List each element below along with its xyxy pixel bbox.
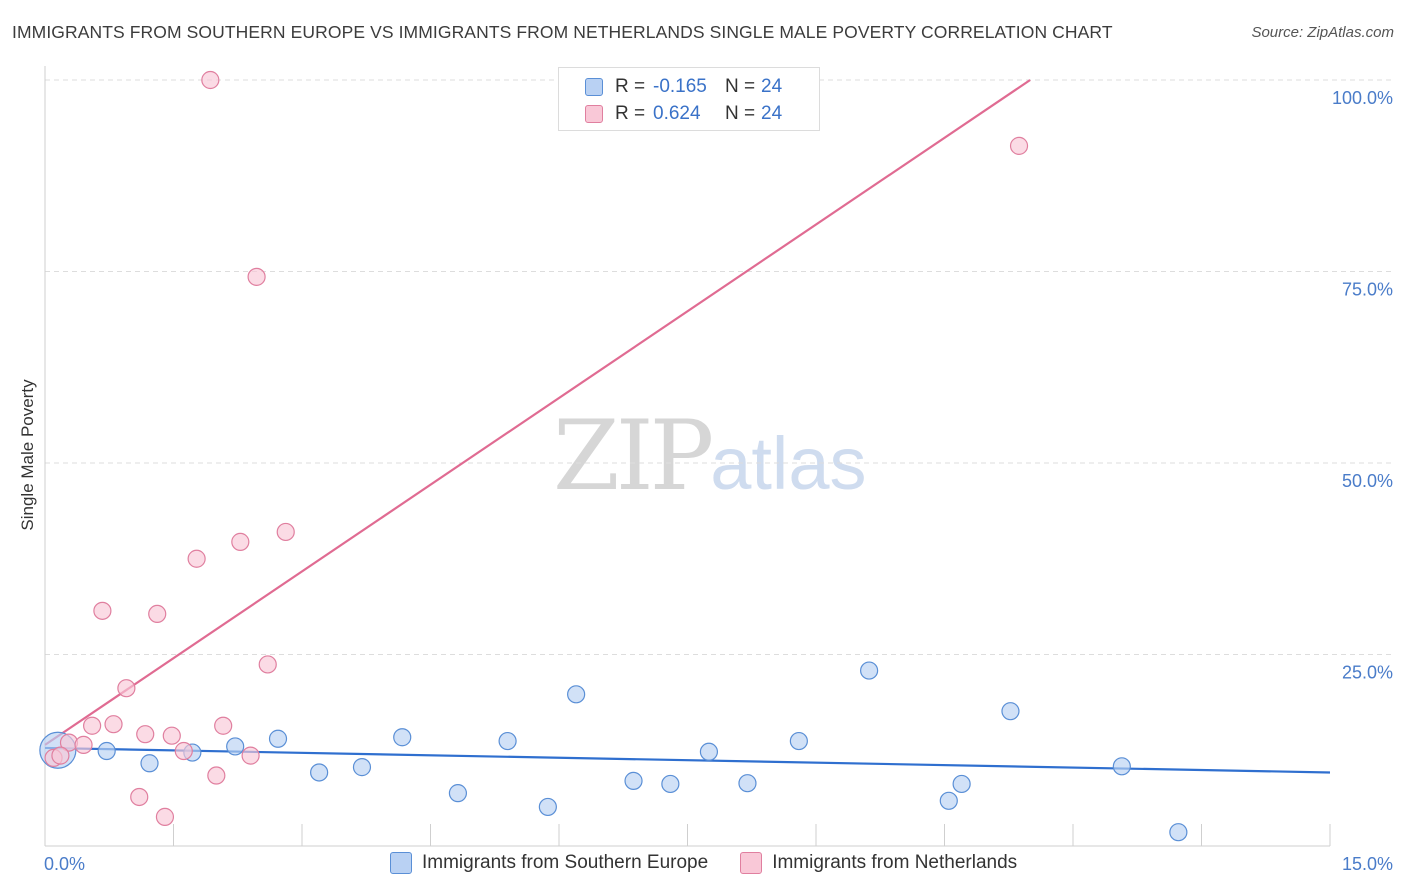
legend-r-label: R = (615, 76, 646, 97)
point-netherlands (201, 70, 220, 90)
point-netherlands (162, 726, 181, 745)
legend-n-value: 24 (761, 103, 783, 124)
legend-swatch-pink (585, 105, 603, 123)
point-netherlands (241, 746, 260, 765)
point-netherlands (187, 549, 206, 568)
point-netherlands (117, 679, 136, 698)
trend-line-netherlands (44, 79, 1031, 746)
point-southern-europe (226, 737, 245, 756)
point-southern-europe (1001, 702, 1020, 721)
point-netherlands (214, 716, 233, 735)
y-tick-label: 50.0% (1342, 471, 1393, 491)
point-southern-europe (860, 661, 879, 680)
point-netherlands (276, 522, 295, 542)
legend-item-netherlands[interactable]: Immigrants from Netherlands (740, 852, 1017, 874)
point-southern-europe (310, 763, 329, 782)
watermark-zip: ZIP (553, 400, 714, 512)
point-southern-europe (448, 784, 468, 803)
point-netherlands (207, 766, 226, 785)
chart-title: IMMIGRANTS FROM SOUTHERN EUROPE VS IMMIG… (12, 22, 1113, 42)
point-southern-europe (789, 731, 808, 751)
point-southern-europe (661, 774, 680, 794)
legend-n-label: N = (725, 103, 756, 124)
point-southern-europe (624, 771, 643, 790)
legend-swatch-blue (390, 852, 412, 874)
point-netherlands (1009, 136, 1029, 155)
point-netherlands (174, 741, 193, 761)
point-southern-europe (699, 742, 719, 761)
point-netherlands (247, 267, 266, 286)
legend-r-label: R = (615, 103, 646, 124)
point-southern-europe (140, 754, 159, 773)
trend-lines (44, 79, 1331, 774)
legend-item-southern-europe[interactable]: Immigrants from Southern Europe (390, 852, 708, 874)
point-netherlands (136, 725, 155, 744)
y-tick-label: 25.0% (1342, 663, 1393, 683)
point-southern-europe (567, 685, 586, 704)
gridlines (45, 79, 1392, 655)
series-legend: Immigrants from Southern Europe Immigran… (390, 852, 1049, 874)
point-netherlands (155, 807, 175, 826)
y-tick-label: 75.0% (1342, 280, 1393, 300)
legend-label-netherlands: Immigrants from Netherlands (772, 852, 1018, 873)
point-southern-europe (939, 791, 958, 810)
point-netherlands (104, 715, 123, 734)
point-southern-europe (268, 729, 288, 748)
correlation-legend: R = -0.165 N = 24 R = 0.624 N = 24 (558, 67, 820, 131)
point-netherlands (74, 735, 93, 754)
point-netherlands (148, 604, 167, 624)
point-netherlands (258, 655, 277, 674)
legend-n-label: N = (725, 76, 756, 97)
point-southern-europe (738, 774, 757, 793)
point-southern-europe (952, 774, 971, 794)
point-netherlands (130, 787, 149, 807)
legend-r-value: 0.624 (653, 103, 701, 124)
point-southern-europe (1112, 757, 1131, 776)
point-southern-europe (97, 741, 116, 761)
point-netherlands (51, 746, 70, 765)
tick-labels: 25.0% 50.0% 75.0% 100.0% 0.0% 15.0% (44, 88, 1393, 874)
axes (44, 66, 1331, 847)
legend-swatch-blue (585, 78, 603, 96)
legend-row-netherlands: R = 0.624 N = 24 (585, 101, 782, 127)
x-tick-label: 15.0% (1342, 854, 1393, 874)
point-netherlands (83, 716, 102, 735)
point-netherlands (93, 601, 112, 620)
point-southern-europe (498, 731, 517, 751)
point-southern-europe (393, 728, 412, 747)
source-label: Source: ZipAtlas.com (1251, 24, 1394, 41)
legend-r-value: -0.165 (653, 76, 707, 97)
y-tick-label: 100.0% (1332, 88, 1393, 108)
legend-swatch-pink (740, 852, 763, 874)
x-tick-label: 0.0% (44, 854, 85, 874)
legend-row-southern-europe: R = -0.165 N = 24 (585, 74, 782, 100)
legend-label-southern-europe: Immigrants from Southern Europe (422, 852, 709, 873)
point-southern-europe (352, 758, 372, 777)
point-southern-europe (538, 797, 557, 817)
point-southern-europe (1169, 823, 1188, 842)
point-netherlands (231, 532, 250, 551)
data-points (39, 70, 1188, 842)
legend-n-value: 24 (761, 76, 783, 97)
